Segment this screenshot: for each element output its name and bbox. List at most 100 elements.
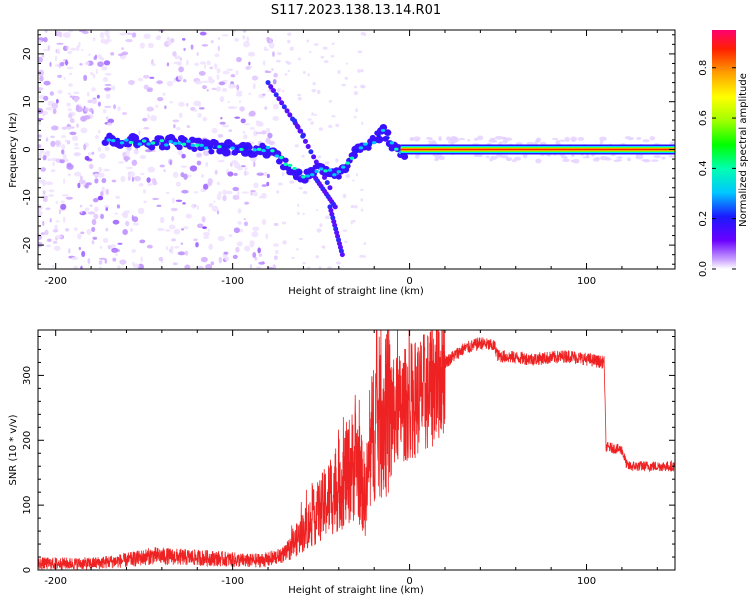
spectrogram-noise-blob [276,88,281,92]
spectrogram-noise-blob [232,30,236,34]
spectrogram-noise-blob [196,152,203,158]
spectrogram-noise-blob [50,135,55,139]
spectrogram-noise-blob [42,220,45,226]
spectrogram-noise-blob [196,205,199,210]
spectrogram-noise-blob [84,207,90,212]
spectrogram-y-ticks: -20 -10 0 10 20 [22,34,675,265]
spectrogram-noise-blob [599,136,607,142]
spectrogram-noise-blob [314,113,317,116]
spectrogram-noise-blob [202,85,207,90]
spectrogram-noise-blob [73,265,78,269]
spectrogram-noise-blob [146,177,151,183]
spectrogram-noise-blob [122,228,128,236]
spectrogram-noise-blob [615,159,623,162]
spectrogram-noise-blob [91,99,98,105]
spectrogram-signal-core [226,145,231,149]
spectrogram-noise-blob [59,61,65,67]
spectrogram-noise-blob [252,82,256,90]
spectrogram-noise-blob [186,125,191,129]
spectrogram-x-label: Height of straight line (km) [288,286,424,297]
spectrogram-noise-blob [298,237,304,241]
spectrogram-noise-blob [57,89,63,94]
spectrogram-noise-blob [168,224,176,230]
spectrogram-noise-blob [38,152,42,159]
carrier-band-peak [400,148,675,151]
spectrogram-noise-blob [174,55,181,60]
spectrogram-noise-blob [251,231,259,238]
spectrogram-noise-blob [63,178,66,185]
spectrogram-noise-blob [234,116,241,119]
spectrogram-noise-blob [357,50,363,54]
spectrogram-noise-blob [127,171,135,178]
spectrogram-signal-core [318,167,324,171]
spectrogram-noise-blob [139,42,145,49]
spectrogram-noise-blob [48,194,55,197]
spectrogram-noise-blob [190,44,194,50]
spectrogram-noise-blob [489,157,494,162]
spectrogram-noise-blob [201,44,209,47]
spectrogram-signal-core [141,139,147,143]
spectrogram-noise-blob [60,203,67,210]
spectrogram-noise-blob [616,156,623,159]
spectrogram-noise-blob [352,179,355,182]
spectrogram-noise-blob [206,60,211,66]
spectrogram-signal-core [327,168,333,172]
spectrogram-harmonic-blob [324,180,330,186]
spectrogram-noise-blob [228,83,236,89]
spectrogram-harmonic-blob [332,204,338,210]
spectrogram-noise-blob [277,52,282,56]
spectrogram-noise-blob [147,183,153,186]
spectrogram-noise-blob [89,204,93,207]
spectrogram-noise-blob [103,168,110,172]
spectrogram-noise-blob [66,162,72,168]
spectrogram-noise-blob [143,126,150,130]
spectrogram-noise-blob [55,201,59,205]
spectrogram-harmonic-blob [273,92,279,98]
spectrogram-noise-blob [353,85,358,89]
spectrogram-noise-blob [96,94,100,99]
spectrogram-noise-blob [60,200,65,203]
spectrogram-noise-blob [341,83,346,87]
spectrogram-noise-blob [99,153,106,159]
spectrogram-noise-blob [271,68,274,71]
spectrogram-noise-blob [117,106,121,111]
snr-frame [37,329,676,571]
spectrogram-harmonic-blob [265,80,271,86]
snr-y-ticks: 0 100 200 300 [22,335,675,573]
spectrogram-signal-core [261,148,266,153]
spectrogram-noise-blob [282,240,287,245]
spectrogram-noise-blob [131,159,138,166]
spectrogram-noise-blob [87,91,90,97]
spectrogram-noise-blob [193,238,198,242]
spectrogram-noise-blob [238,100,242,103]
spectrogram-harmonic-blob [284,108,290,114]
spectrogram-noise-blob [102,108,107,114]
spectrogram-noise-blob [273,222,279,226]
spectrogram-noise-blob [298,57,301,61]
snr-panel: -200 -100 0 100 0 100 200 300 Height of straig… [8,329,676,596]
spectrogram-noise-blob [80,231,85,235]
spectrogram-noise-blob [641,159,649,162]
spectrogram-noise-blob [49,61,52,67]
spectrogram-noise-blob [45,244,51,248]
spectrogram-signal-core [177,141,182,145]
spectrogram-noise-blob [205,161,209,167]
spectrogram-signal-core [314,169,319,174]
spectrogram-noise-blob [243,218,247,221]
spectrogram-noise-blob [467,139,471,142]
spectrogram-noise-blob [87,258,91,265]
spectrogram-noise-blob [164,229,171,232]
spectrogram-noise-blob [131,249,136,253]
spectrogram-noise-blob [61,194,69,197]
colorbar-tick-label: 0.6 [698,110,709,126]
spectrogram-noise-blob [297,93,302,97]
spectrogram-noise-blob [98,129,101,134]
spectrogram-noise-blob [317,155,322,159]
spectrogram-noise-blob [93,213,99,220]
spectrogram-noise-blob [52,108,57,115]
spectrogram-noise-blob [197,100,201,107]
spectrogram-noise-blob [45,207,51,210]
spectrogram-noise-blob [426,136,432,140]
spectrogram-noise-blob [237,190,240,197]
